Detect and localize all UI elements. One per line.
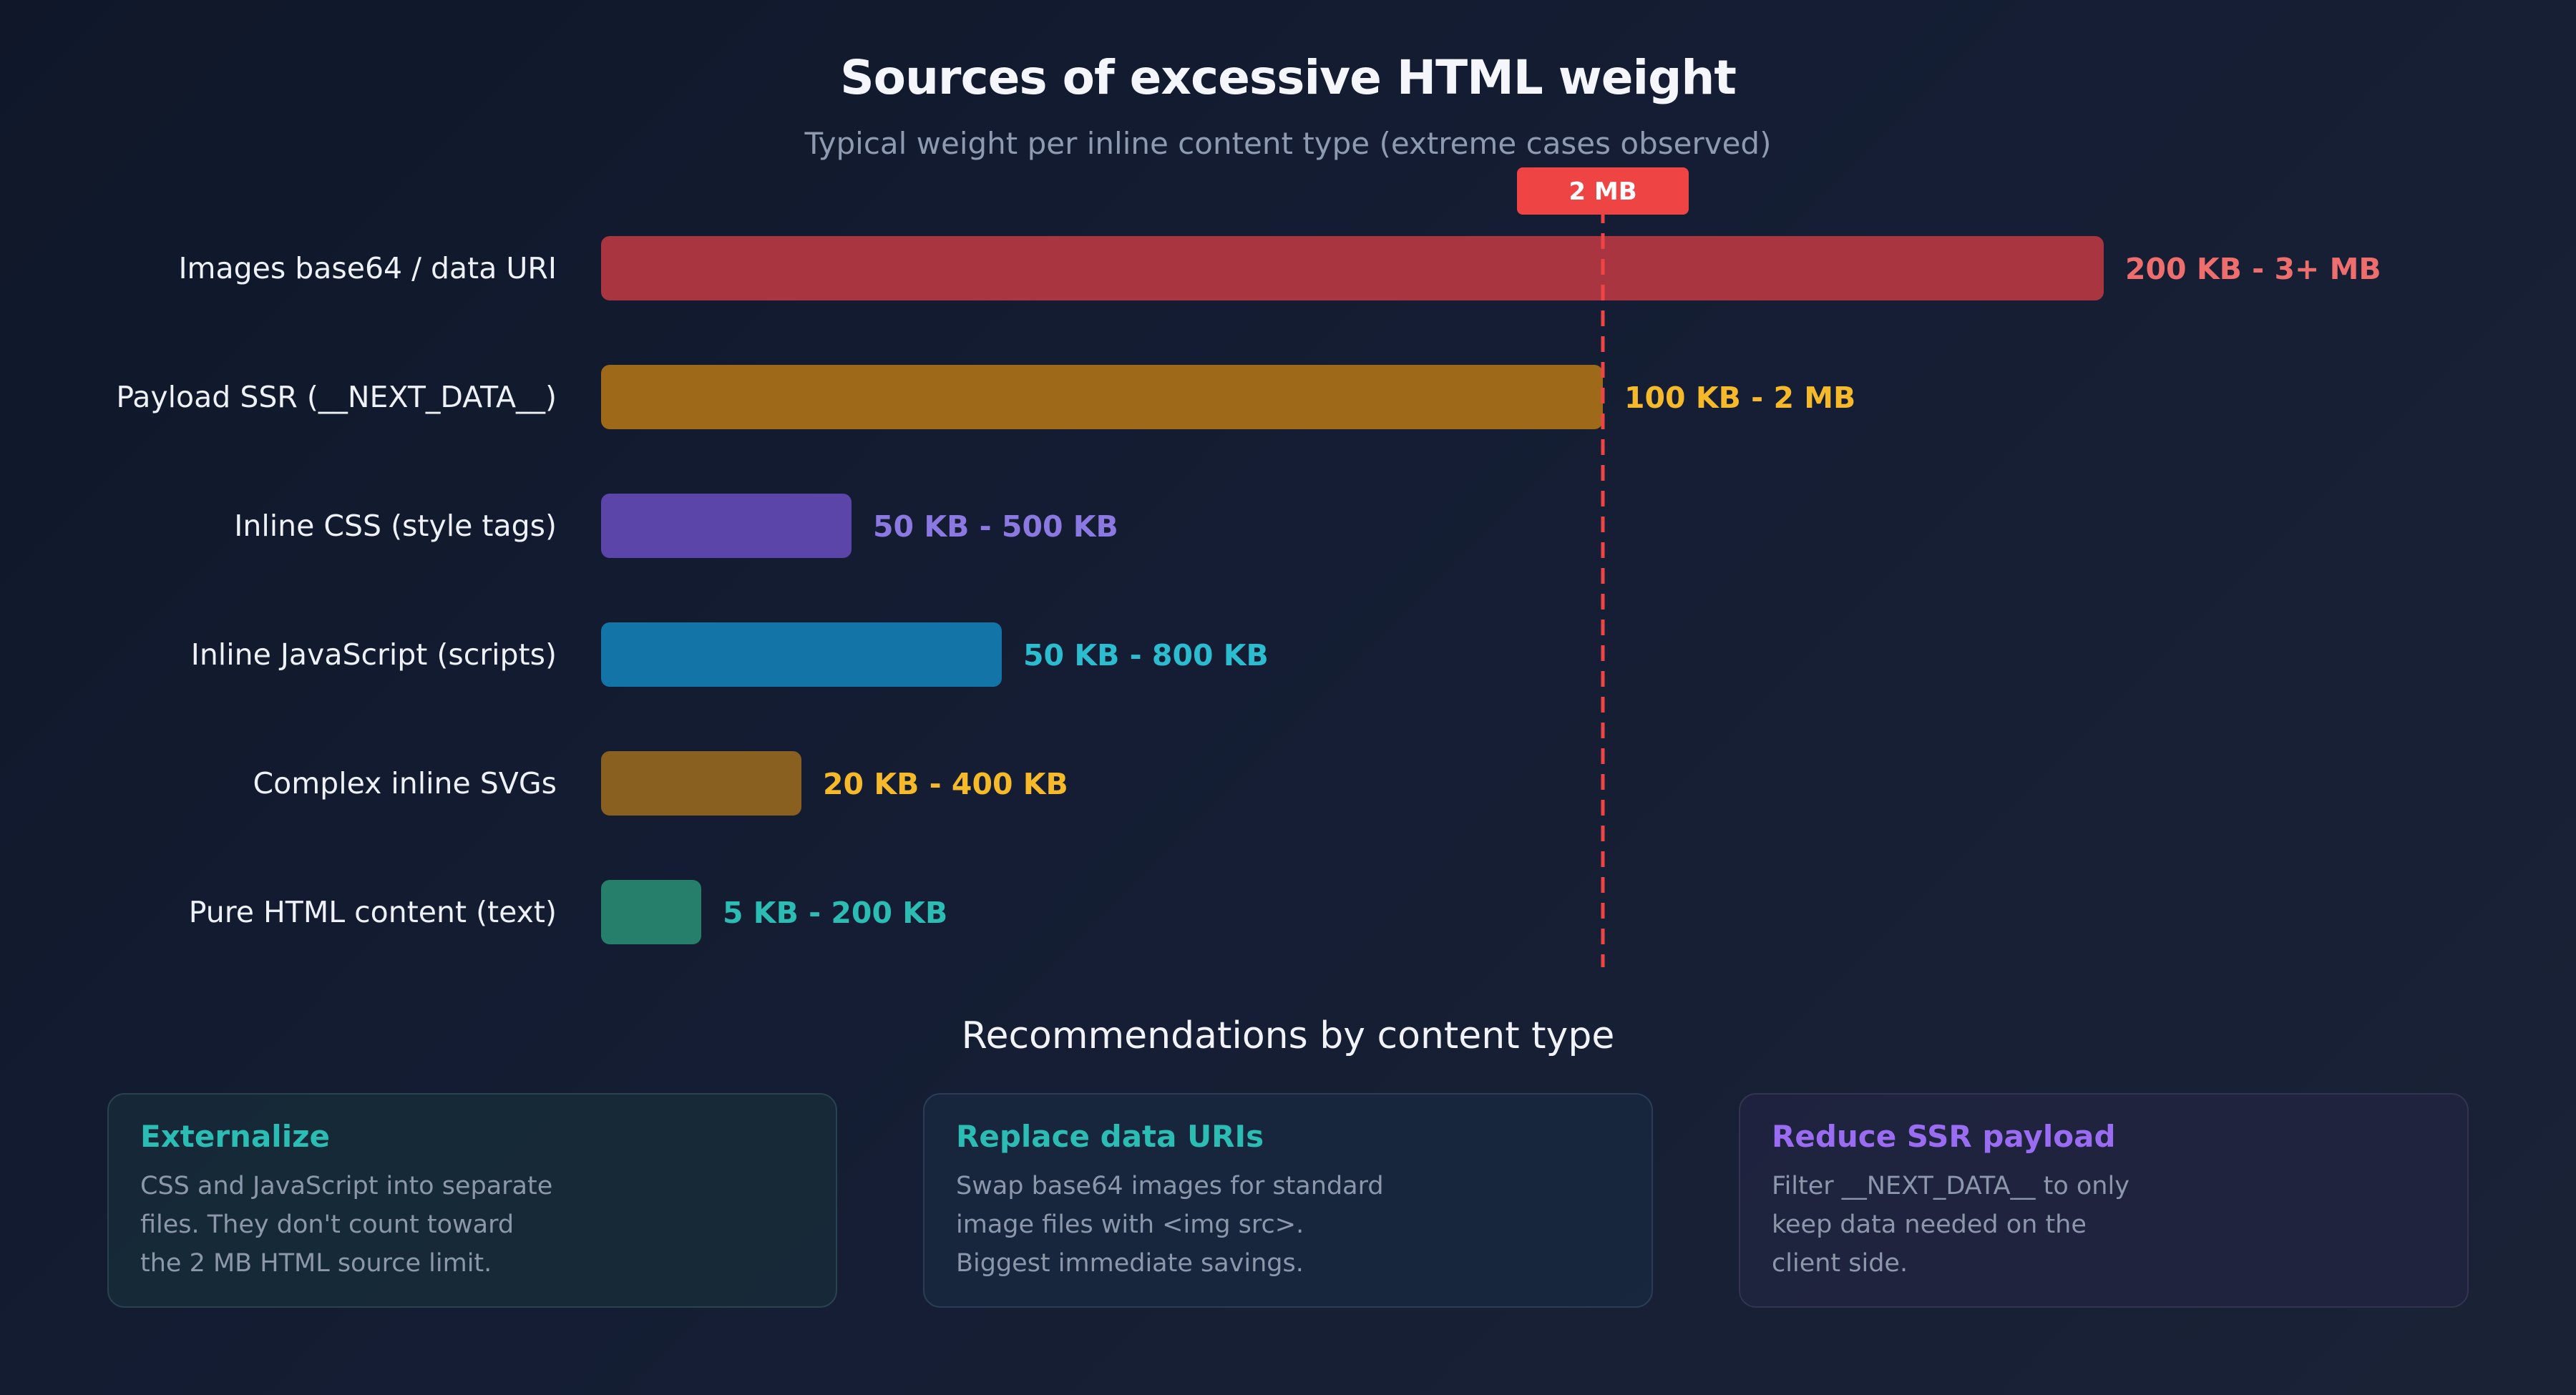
card-text-line: client side. xyxy=(1772,1249,1908,1278)
card-text-line: CSS and JavaScript into separate xyxy=(140,1172,553,1200)
recommendation-card-externalize: Externalize CSS and JavaScript into sepa… xyxy=(107,1093,837,1308)
value-label: 50 KB - 800 KB xyxy=(1023,638,1269,672)
card-title: Replace data URIs xyxy=(956,1119,1264,1154)
card-text-line: files. They don't count toward xyxy=(140,1210,514,1239)
value-label: 200 KB - 3+ MB xyxy=(2125,252,2381,286)
bar xyxy=(601,880,701,944)
card-title: Externalize xyxy=(140,1119,331,1154)
reference-label: 2 MB xyxy=(1568,177,1636,206)
category-label: Payload SSR (__NEXT_DATA__) xyxy=(116,380,557,414)
recommendation-card-replace-data-uris: Replace data URIs Swap base64 images for… xyxy=(923,1093,1653,1308)
card-title: Reduce SSR payload xyxy=(1772,1119,2116,1154)
card-text-line: keep data needed on the xyxy=(1772,1210,2087,1239)
bar xyxy=(601,622,1002,687)
bar xyxy=(601,236,2104,300)
bar-chart: Images base64 / data URI 200 KB - 3+ MB Pa… xyxy=(116,167,2381,967)
chart-title: Sources of excessive HTML weight xyxy=(840,50,1737,105)
bar xyxy=(601,365,1603,429)
chart-subtitle: Typical weight per inline content type (… xyxy=(804,126,1772,161)
value-label: 20 KB - 400 KB xyxy=(823,767,1068,801)
category-label: Pure HTML content (text) xyxy=(189,895,557,929)
card-text-line: image files with <img src>. xyxy=(956,1210,1304,1239)
card-text-line: Biggest immediate savings. xyxy=(956,1249,1304,1278)
bar xyxy=(601,751,801,816)
card-text-line: Filter __NEXT_DATA__ to only xyxy=(1772,1172,2129,1200)
card-text-line: the 2 MB HTML source limit. xyxy=(140,1249,492,1278)
card-text-line: Swap base64 images for standard xyxy=(956,1172,1384,1200)
value-label: 100 KB - 2 MB xyxy=(1624,381,1855,415)
reference-badge xyxy=(1517,167,1689,215)
recommendations-heading: Recommendations by content type xyxy=(961,1014,1615,1057)
category-label: Images base64 / data URI xyxy=(178,251,557,285)
recommendation-card-reduce-ssr-payload: Reduce SSR payload Filter __NEXT_DATA__ … xyxy=(1739,1093,2469,1308)
category-label: Complex inline SVGs xyxy=(253,766,557,801)
category-label: Inline JavaScript (scripts) xyxy=(191,637,557,672)
value-label: 50 KB - 500 KB xyxy=(873,509,1118,544)
value-label: 5 KB - 200 KB xyxy=(723,896,947,930)
category-label: Inline CSS (style tags) xyxy=(234,509,557,543)
bar xyxy=(601,494,852,558)
